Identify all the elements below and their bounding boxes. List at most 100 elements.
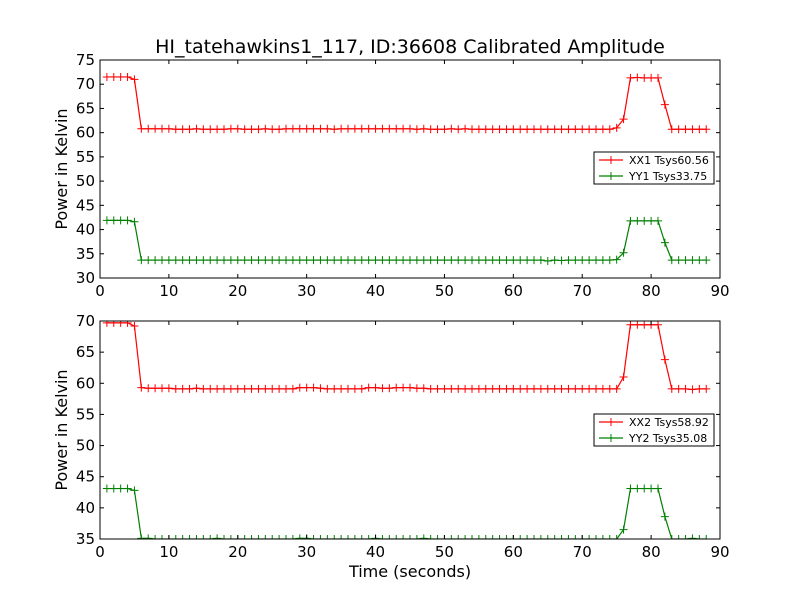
data-point [674, 125, 683, 134]
chart-panel-2: 0 10 20 30 40 50 60 70 80 90 35 40 45 50 55 60 65 70 Power… [52, 312, 730, 581]
data-point [213, 384, 222, 393]
data-point [406, 124, 414, 133]
data-point [254, 384, 263, 393]
data-point [530, 125, 538, 134]
data-point [350, 384, 359, 393]
data-point [337, 256, 346, 265]
data-point [295, 534, 304, 539]
data-point [433, 256, 442, 265]
data-point [199, 125, 208, 134]
data-point [295, 256, 304, 265]
data-point [454, 125, 463, 134]
data-point [151, 256, 160, 265]
data-point [536, 384, 545, 393]
data-point [199, 384, 208, 393]
data-point [447, 124, 456, 133]
data-point [543, 257, 552, 266]
data-point [419, 124, 428, 133]
data-point [158, 384, 166, 393]
data-point [206, 535, 215, 539]
y-tick-label: 30 [76, 269, 95, 287]
data-point [654, 321, 662, 329]
y-tick-label: 35 [76, 530, 95, 548]
data-point [220, 256, 228, 265]
data-point [406, 383, 414, 392]
data-point [213, 125, 222, 134]
y-tick-label: 50 [76, 437, 95, 455]
y-tick-label: 50 [76, 172, 95, 190]
data-point [185, 535, 194, 539]
data-point [647, 484, 656, 493]
x-tick-label: 70 [573, 543, 592, 561]
data-point [137, 256, 146, 265]
data-point [619, 115, 628, 124]
legend-label: YY1 Tsys33.75 [628, 170, 707, 183]
data-point [192, 124, 201, 133]
data-point [323, 256, 332, 265]
data-point [357, 384, 366, 393]
data-point [399, 256, 408, 265]
data-point [571, 125, 580, 134]
data-point [275, 125, 284, 134]
x-tick-label: 60 [504, 543, 523, 561]
data-point [667, 256, 676, 265]
data-point [185, 125, 194, 134]
data-point [392, 256, 401, 265]
legend-label: XX2 Tsys58.92 [629, 416, 709, 429]
data-point [206, 256, 215, 265]
data-point [178, 125, 187, 134]
data-point [447, 535, 456, 539]
data-point [158, 535, 166, 539]
data-point [592, 125, 600, 134]
data-point [702, 384, 711, 393]
data-point [412, 256, 421, 265]
y-tick-label: 75 [76, 51, 95, 69]
data-point [302, 383, 311, 392]
data-point [254, 535, 263, 539]
data-point [433, 125, 442, 134]
data-point [660, 238, 669, 247]
data-point [316, 384, 325, 393]
data-point [681, 384, 690, 393]
y-tick-label: 45 [76, 468, 95, 486]
data-point [144, 384, 153, 393]
data-point [309, 535, 318, 539]
data-point [220, 535, 228, 539]
data-point [240, 125, 249, 134]
data-point [509, 384, 518, 393]
data-point [344, 256, 352, 265]
data-point [564, 256, 573, 265]
data-point [337, 535, 346, 539]
x-tick-label: 60 [504, 282, 523, 300]
data-point [288, 384, 297, 393]
data-point [578, 125, 587, 134]
data-point [309, 256, 318, 265]
x-tick-label: 10 [159, 543, 178, 561]
data-point [674, 535, 683, 539]
data-point [530, 256, 538, 265]
data-point [509, 256, 518, 265]
data-point [454, 256, 463, 265]
data-point [178, 535, 187, 539]
data-point [254, 125, 263, 134]
data-point [275, 535, 284, 539]
data-point [688, 256, 697, 265]
data-point [130, 486, 139, 495]
y-tick-label: 60 [76, 124, 95, 142]
data-point [364, 124, 373, 133]
data-point [612, 255, 621, 264]
data-point [461, 124, 470, 133]
data-point [316, 124, 325, 133]
data-point [171, 256, 180, 265]
data-point [619, 373, 628, 382]
data-point [178, 384, 187, 393]
y-tick-label: 40 [76, 499, 95, 517]
data-point [364, 535, 373, 539]
data-point [316, 535, 325, 539]
y-tick-label: 65 [76, 99, 95, 117]
data-point [102, 216, 111, 225]
data-point [468, 535, 476, 539]
x-tick-label: 20 [228, 543, 247, 561]
data-point [688, 385, 697, 394]
